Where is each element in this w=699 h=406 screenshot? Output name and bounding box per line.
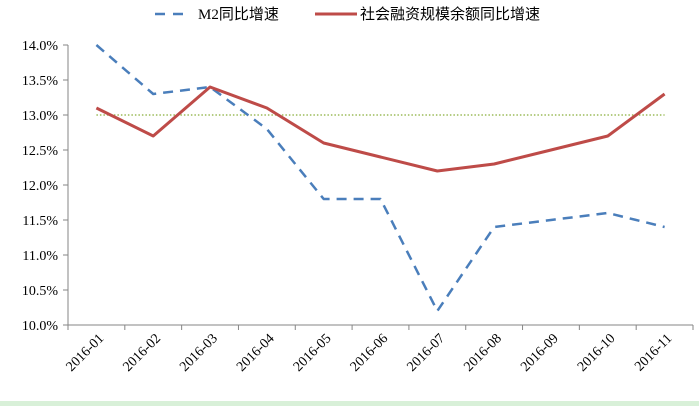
x-tick-label: 2016-04 (234, 331, 278, 375)
x-tick-label: 2016-01 (64, 331, 108, 375)
y-tick-label: 13.5% (22, 74, 59, 89)
series-line-1 (95, 85, 666, 173)
x-tick-label: 2016-07 (405, 331, 449, 375)
x-tick-label: 2016-06 (348, 331, 392, 375)
y-tick-label: 12.5% (22, 144, 59, 159)
x-tick-label: 2016-11 (632, 331, 675, 374)
x-tick-label: 2016-10 (575, 331, 619, 375)
x-tick-label: 2016-02 (120, 331, 164, 375)
y-tick-label: 10.5% (22, 284, 59, 299)
y-tick-label: 10.0% (22, 319, 59, 334)
series-line-0 (95, 44, 665, 313)
x-tick-label: 2016-09 (518, 331, 562, 375)
y-tick-label: 14.0% (22, 39, 59, 54)
y-tick-label: 13.0% (22, 109, 59, 124)
x-tick-label: 2016-05 (291, 331, 335, 375)
legend-label: 社会融资规模余额同比增速 (360, 5, 540, 23)
y-tick-label: 11.0% (22, 249, 58, 264)
bottom-band (0, 401, 699, 406)
y-tick-label: 11.5% (22, 214, 58, 229)
legend-label: M2同比增速 (198, 6, 279, 23)
x-tick-label: 2016-03 (177, 331, 221, 375)
y-tick-label: 12.0% (22, 179, 59, 194)
x-tick-label: 2016-08 (461, 331, 505, 375)
